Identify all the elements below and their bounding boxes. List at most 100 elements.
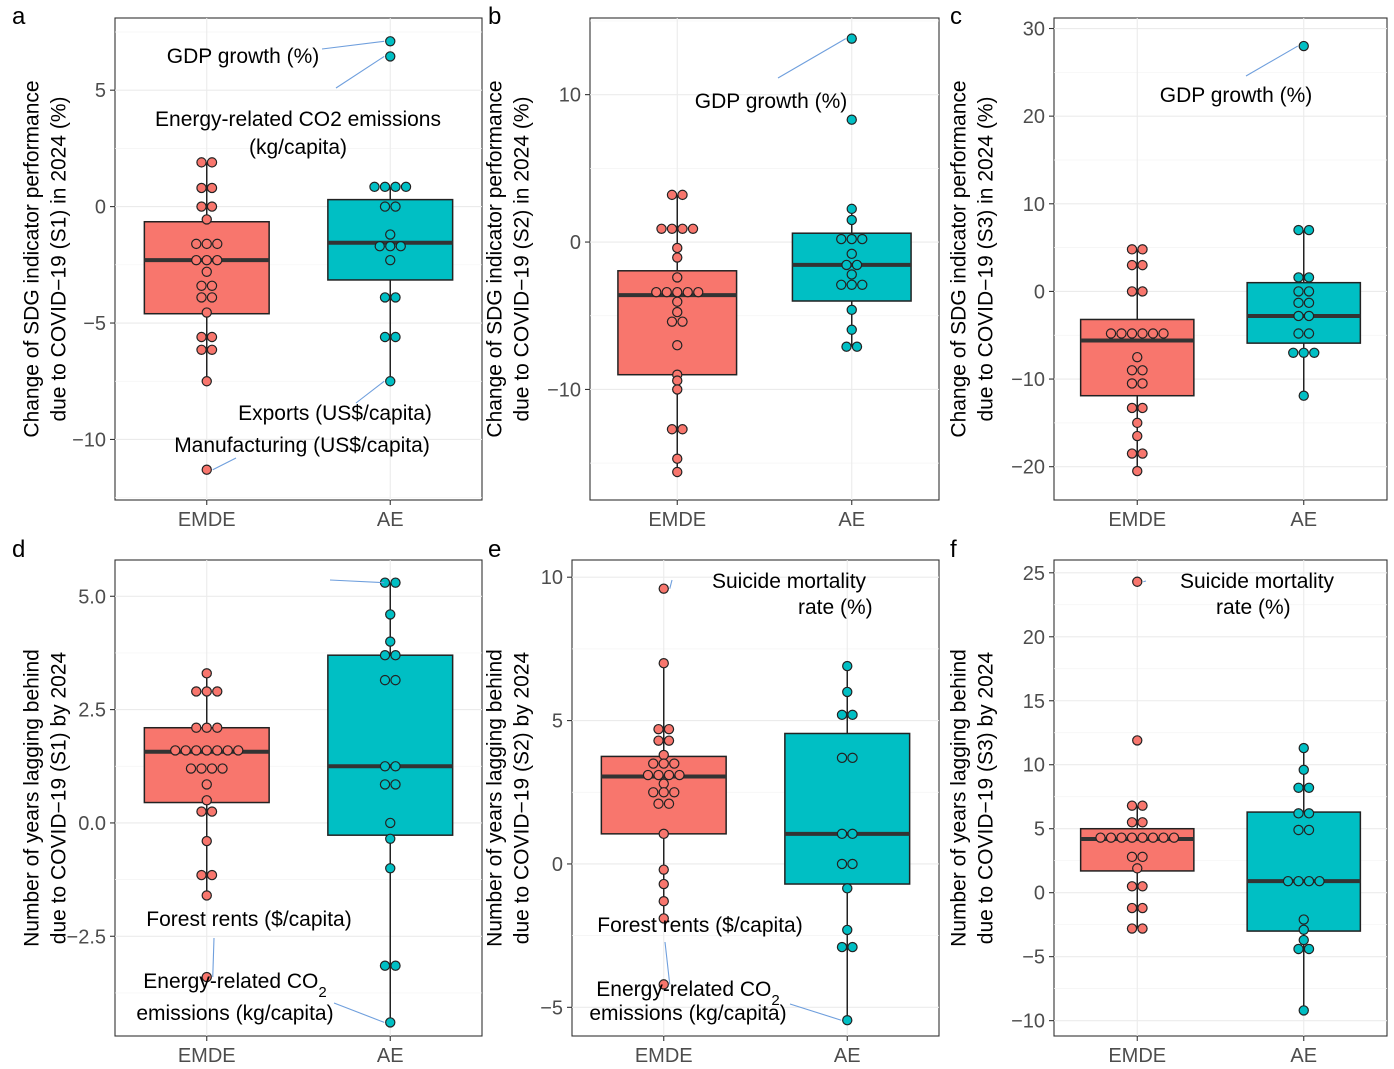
y-axis-title: Number of years lagging behind <box>484 649 507 947</box>
x-tick-label: AE <box>377 1045 404 1064</box>
data-point-ae <box>847 858 858 870</box>
data-point-emde <box>206 157 218 168</box>
data-point-emde <box>653 723 664 735</box>
data-point-emde <box>672 296 683 307</box>
data-point-emde <box>191 238 202 250</box>
y-tick-label: 20 <box>1023 627 1045 649</box>
data-point-emde <box>1147 832 1159 843</box>
data-point-ae <box>379 779 391 790</box>
data-point-ae <box>846 279 857 290</box>
data-point-ae <box>379 201 391 212</box>
y-axis-title: due to COVID−19 (S2) in 2024 (%) <box>511 96 534 421</box>
data-point-ae <box>1303 224 1315 236</box>
y-axis-title: Change of SDG indicator performance <box>484 80 507 437</box>
annotation-leader <box>321 40 385 50</box>
data-point-ae <box>857 233 868 245</box>
annotation-label: Energy-related CO2 emissions <box>155 108 441 131</box>
y-tick-label: −2.5 <box>67 926 106 948</box>
data-point-emde <box>666 424 678 435</box>
data-point-emde <box>191 254 202 266</box>
x-tick-label: EMDE <box>635 1045 693 1064</box>
y-axis-title: due to COVID−19 (S1) in 2024 (%) <box>48 96 71 421</box>
data-point-ae <box>836 941 848 953</box>
data-point-emde <box>222 745 233 756</box>
data-point-emde <box>663 723 675 735</box>
data-point-emde <box>196 292 207 303</box>
data-point-emde <box>201 779 212 790</box>
y-tick-label: −5 <box>1022 947 1045 969</box>
annotation-leader <box>1245 45 1299 77</box>
data-point-ae <box>385 240 396 252</box>
y-tick-label: 25 <box>1023 563 1045 585</box>
data-point-emde <box>196 331 207 343</box>
data-point-ae <box>1298 742 1309 754</box>
y-tick-label: 15 <box>1023 691 1045 713</box>
y-axis-title: Number of years lagging behind <box>21 649 44 947</box>
y-axis-title: due to COVID−19 (S3) in 2024 (%) <box>975 96 998 421</box>
data-point-emde <box>669 758 680 769</box>
data-point-ae <box>1293 943 1304 955</box>
data-point-ae <box>1293 875 1304 887</box>
data-point-emde <box>1132 417 1143 429</box>
data-point-ae <box>1298 347 1309 358</box>
data-point-emde <box>201 254 212 266</box>
data-point-ae <box>1303 943 1315 955</box>
data-point-emde <box>658 878 669 890</box>
data-point-ae <box>385 229 396 240</box>
data-point-emde <box>1116 832 1127 843</box>
data-point-ae <box>379 292 391 303</box>
y-tick-label: −5 <box>83 313 106 335</box>
data-point-ae <box>395 240 406 252</box>
annotation-leader <box>777 38 847 79</box>
data-point-emde <box>658 828 669 840</box>
data-point-emde <box>1137 259 1148 271</box>
data-point-emde <box>677 223 688 234</box>
data-point-emde <box>1168 832 1180 843</box>
data-point-emde <box>206 331 218 343</box>
data-point-emde <box>674 769 685 781</box>
data-point-emde <box>1137 365 1148 376</box>
box-ae <box>327 654 454 836</box>
plot-area <box>1053 559 1388 1037</box>
data-point-emde <box>180 745 191 756</box>
data-point-ae <box>379 761 391 772</box>
data-point-emde <box>201 971 212 983</box>
data-point-ae <box>846 324 857 335</box>
data-point-emde <box>1126 851 1138 863</box>
y-tick-label: −5 <box>540 997 563 1019</box>
data-point-ae <box>390 761 401 772</box>
data-point-ae <box>836 709 848 721</box>
data-point-emde <box>1137 902 1148 914</box>
y-axis-title: due to COVID−19 (S1) by 2024 <box>48 651 71 944</box>
data-point-emde <box>201 686 212 697</box>
data-point-emde <box>212 722 223 733</box>
y-tick-label: −20 <box>1011 457 1045 479</box>
data-point-ae <box>851 259 863 271</box>
annotation-label-line2: (kg/capita) <box>249 136 347 159</box>
data-point-emde <box>196 157 207 168</box>
data-point-ae <box>379 331 391 343</box>
data-point-emde <box>1137 448 1148 459</box>
data-point-ae <box>1298 390 1309 401</box>
data-point-emde <box>658 979 669 990</box>
data-point-ae <box>1282 875 1294 887</box>
data-point-emde <box>672 384 683 395</box>
data-point-ae <box>385 51 396 62</box>
data-point-emde <box>1126 881 1138 892</box>
data-point-emde <box>658 896 669 907</box>
data-point-ae <box>846 214 857 226</box>
data-point-emde <box>1105 832 1117 843</box>
box-ae <box>327 198 454 281</box>
data-point-ae <box>379 960 391 971</box>
annotation-label-line2: emissions (kg/capita) <box>589 1002 786 1025</box>
x-tick-label: EMDE <box>178 509 236 531</box>
data-point-emde <box>1137 881 1148 892</box>
y-tick-label: −10 <box>72 429 106 451</box>
data-point-emde <box>1137 378 1148 389</box>
data-point-ae <box>390 650 401 661</box>
data-point-emde <box>1137 923 1148 934</box>
y-axis-title: Change of SDG indicator performance <box>948 80 971 437</box>
y-tick-label: 10 <box>1023 194 1045 216</box>
data-point-ae <box>1298 764 1309 776</box>
